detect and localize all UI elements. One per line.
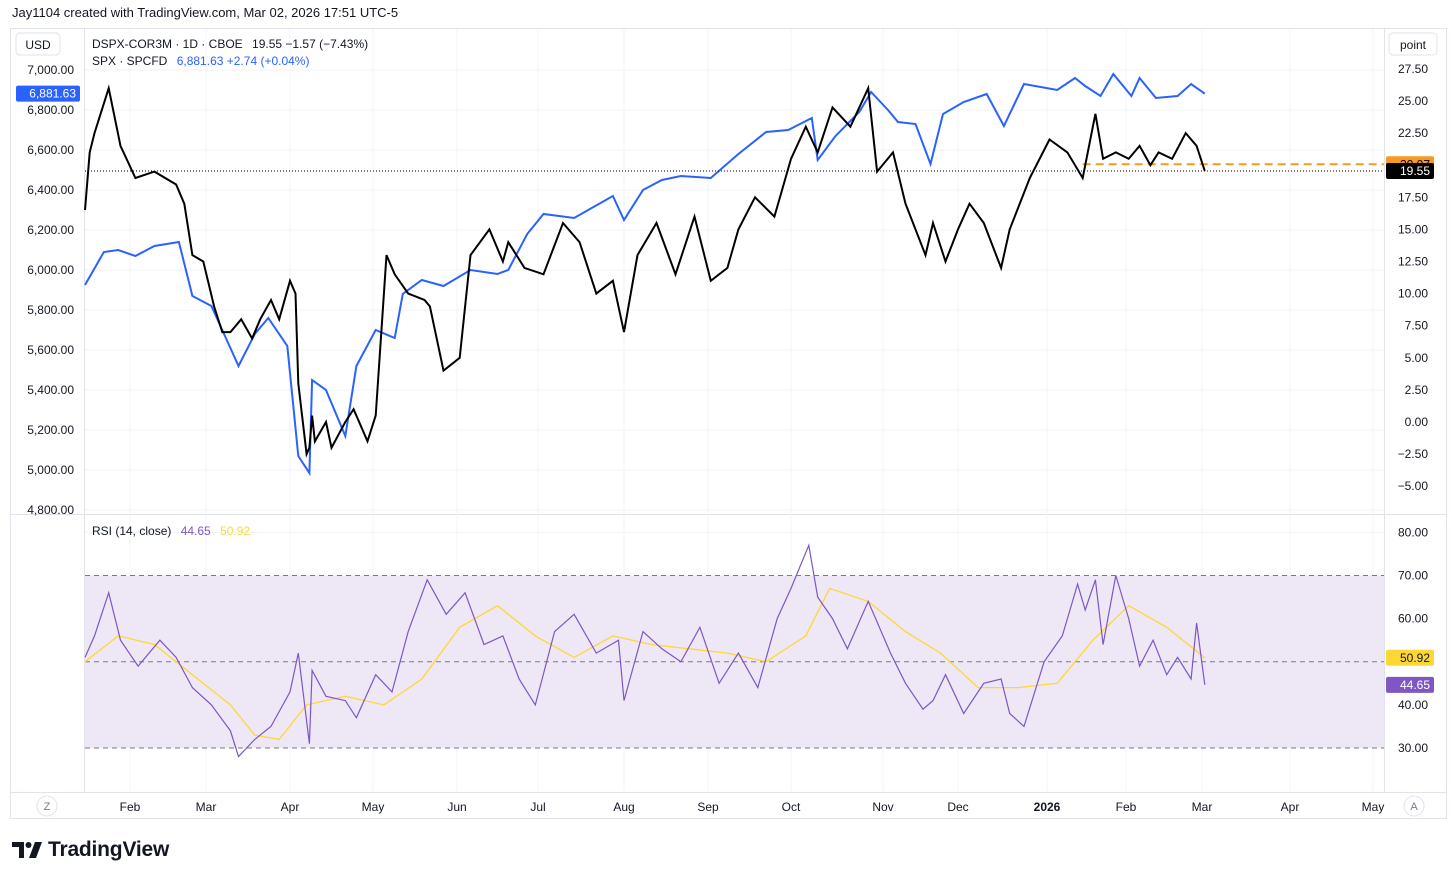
dspx-price-tag-bg (1386, 162, 1434, 179)
chart-credit: Jay1104 created with TradingView.com, Ma… (12, 5, 399, 20)
axis-labels: 4,800.00 5,000.00 5,200.00 5,400.00 5,600.00… (27, 62, 1428, 814)
left-axis-tick-label: 5,400.00 (27, 383, 74, 397)
rsi-pane (84, 543, 1384, 758)
time-axis-tick-label: Jul (530, 800, 545, 814)
legend-rsi-ma-value: 50.92 (220, 524, 250, 538)
legend-spx-values: 6,881.63 +2.74 (+0.04%) (177, 54, 310, 68)
time-axis-tick-label: Apr (1281, 800, 1300, 814)
left-axis-tick-label: 6,000.00 (27, 263, 74, 277)
left-unit-button[interactable]: USD (15, 32, 61, 56)
rsi-axis-tick-label: 60.00 (1398, 612, 1428, 626)
price-pane-divider (10, 514, 1447, 515)
right-axis-tick-label: 7.50 (1405, 319, 1429, 333)
dspx-price-tag: 19.55 (1386, 162, 1434, 179)
right-axis-tick-label: −5.00 (1398, 479, 1429, 493)
right-axis-tick-label: 2.50 (1405, 383, 1429, 397)
right-axis-tick-label: 22.50 (1398, 126, 1428, 140)
right-axis-tick-label: 27.50 (1398, 62, 1428, 76)
left-axis-tick-label: 6,800.00 (27, 103, 74, 117)
right-axis-tick-label: 5.00 (1405, 351, 1429, 365)
right-unit-button[interactable]: point (1388, 32, 1438, 56)
left-axis-tick-label: 5,000.00 (27, 463, 74, 477)
time-axis-tick-label: May (362, 800, 385, 814)
right-axis-tick-label: 0.00 (1405, 415, 1429, 429)
rsi-axis-tick-label: 70.00 (1398, 569, 1428, 583)
legend-line1[interactable]: DSPX-COR3M · 1D · CBOE 19.55 −1.57 (−7.4… (92, 37, 368, 51)
left-scale-divider (84, 28, 85, 793)
time-axis-tick-label: May (1362, 800, 1385, 814)
legend-dspx-values: 19.55 −1.57 (−7.43%) (252, 37, 368, 51)
spx-price-tag: 6,881.63 (16, 85, 80, 102)
spx-price-tag-text: 6,881.63 (29, 87, 76, 101)
legend-spx-symbol: SPX · SPCFD (92, 54, 168, 68)
time-axis-tick-label: Feb (120, 800, 141, 814)
auto-scale-label: A (1410, 801, 1418, 813)
left-axis-tick-label: 6,400.00 (27, 183, 74, 197)
legend-rsi[interactable]: RSI (14, close) 44.65 50.92 (92, 524, 250, 538)
time-axis-tick-label: Mar (196, 800, 217, 814)
tradingview-wordmark: TradingView (48, 838, 170, 861)
price-pane (84, 72, 1384, 477)
rsi-ma-price-tag-bg (1386, 649, 1434, 666)
auto-scale-button[interactable]: A (1403, 795, 1425, 817)
rsi-axis-tick-label: 80.00 (1398, 525, 1428, 539)
left-axis-tick-label: 6,600.00 (27, 143, 74, 157)
zoom-label: Z (44, 801, 51, 813)
left-axis-tick-label: 5,200.00 (27, 423, 74, 437)
legend-dspx-symbol: DSPX-COR3M · 1D · CBOE (92, 37, 243, 51)
spx-price-tag-bg (16, 85, 80, 102)
legend-rsi-label: RSI (14, close) (92, 524, 171, 538)
tradingview-logo[interactable]: TradingView (12, 838, 169, 862)
right-axis-tick-label: 25.00 (1398, 94, 1428, 108)
left-axis-tick-label: 6,200.00 (27, 223, 74, 237)
legend-rsi-value: 44.65 (181, 524, 211, 538)
time-axis-tick-label: Feb (1116, 800, 1137, 814)
zoom-button[interactable]: Z (36, 795, 58, 817)
spx-line (84, 72, 1206, 477)
chart-frame (10, 28, 1447, 819)
rsi-price-tag-bg (1386, 676, 1434, 693)
right-unit-label: point (1400, 38, 1427, 52)
time-axis-tick-label: Dec (947, 800, 968, 814)
right-axis-tick-label: 12.50 (1398, 255, 1428, 269)
rsi-ma-price-tag-text: 50.92 (1400, 651, 1430, 665)
rsi-axis-tick-label: 30.00 (1398, 741, 1428, 755)
left-axis-tick-label: 7,000.00 (27, 63, 74, 77)
right-axis-tick-label: −2.50 (1398, 447, 1429, 461)
right-axis-tick-label: 17.50 (1398, 190, 1428, 204)
dspx-line (84, 84, 1206, 458)
right-axis-tick-label: 15.00 (1398, 222, 1428, 236)
left-axis-tick-label: 4,800.00 (27, 503, 74, 517)
rsi-ma-price-tag: 50.92 (1386, 649, 1434, 666)
time-axis-tick-label: 2026 (1034, 800, 1061, 814)
right-axis-tick-label: 10.00 (1398, 287, 1428, 301)
rsi-price-tag-text: 44.65 (1400, 678, 1430, 692)
time-axis-tick-label: Mar (1192, 800, 1213, 814)
legend-line2[interactable]: SPX · SPCFD 6,881.63 +2.74 (+0.04%) (92, 54, 309, 68)
left-axis-tick-label: 5,800.00 (27, 303, 74, 317)
time-axis-divider (10, 792, 1447, 793)
time-axis-tick-label: Oct (782, 800, 801, 814)
left-axis-tick-label: 5,600.00 (27, 343, 74, 357)
dspx-price-tag-text: 19.55 (1400, 164, 1430, 178)
time-axis-tick-label: Apr (281, 800, 300, 814)
left-unit-label: USD (25, 38, 51, 52)
right-scale-divider (1384, 28, 1385, 793)
tradingview-logo-icon (12, 842, 42, 858)
rsi-axis-tick-label: 40.00 (1398, 698, 1428, 712)
time-axis-tick-label: Aug (613, 800, 634, 814)
rsi-line (84, 543, 1206, 758)
time-axis-tick-label: Nov (872, 800, 893, 814)
time-axis-tick-label: Sep (697, 800, 719, 814)
rsi-price-tag: 44.65 (1386, 676, 1434, 693)
time-axis-tick-label: Jun (447, 800, 466, 814)
